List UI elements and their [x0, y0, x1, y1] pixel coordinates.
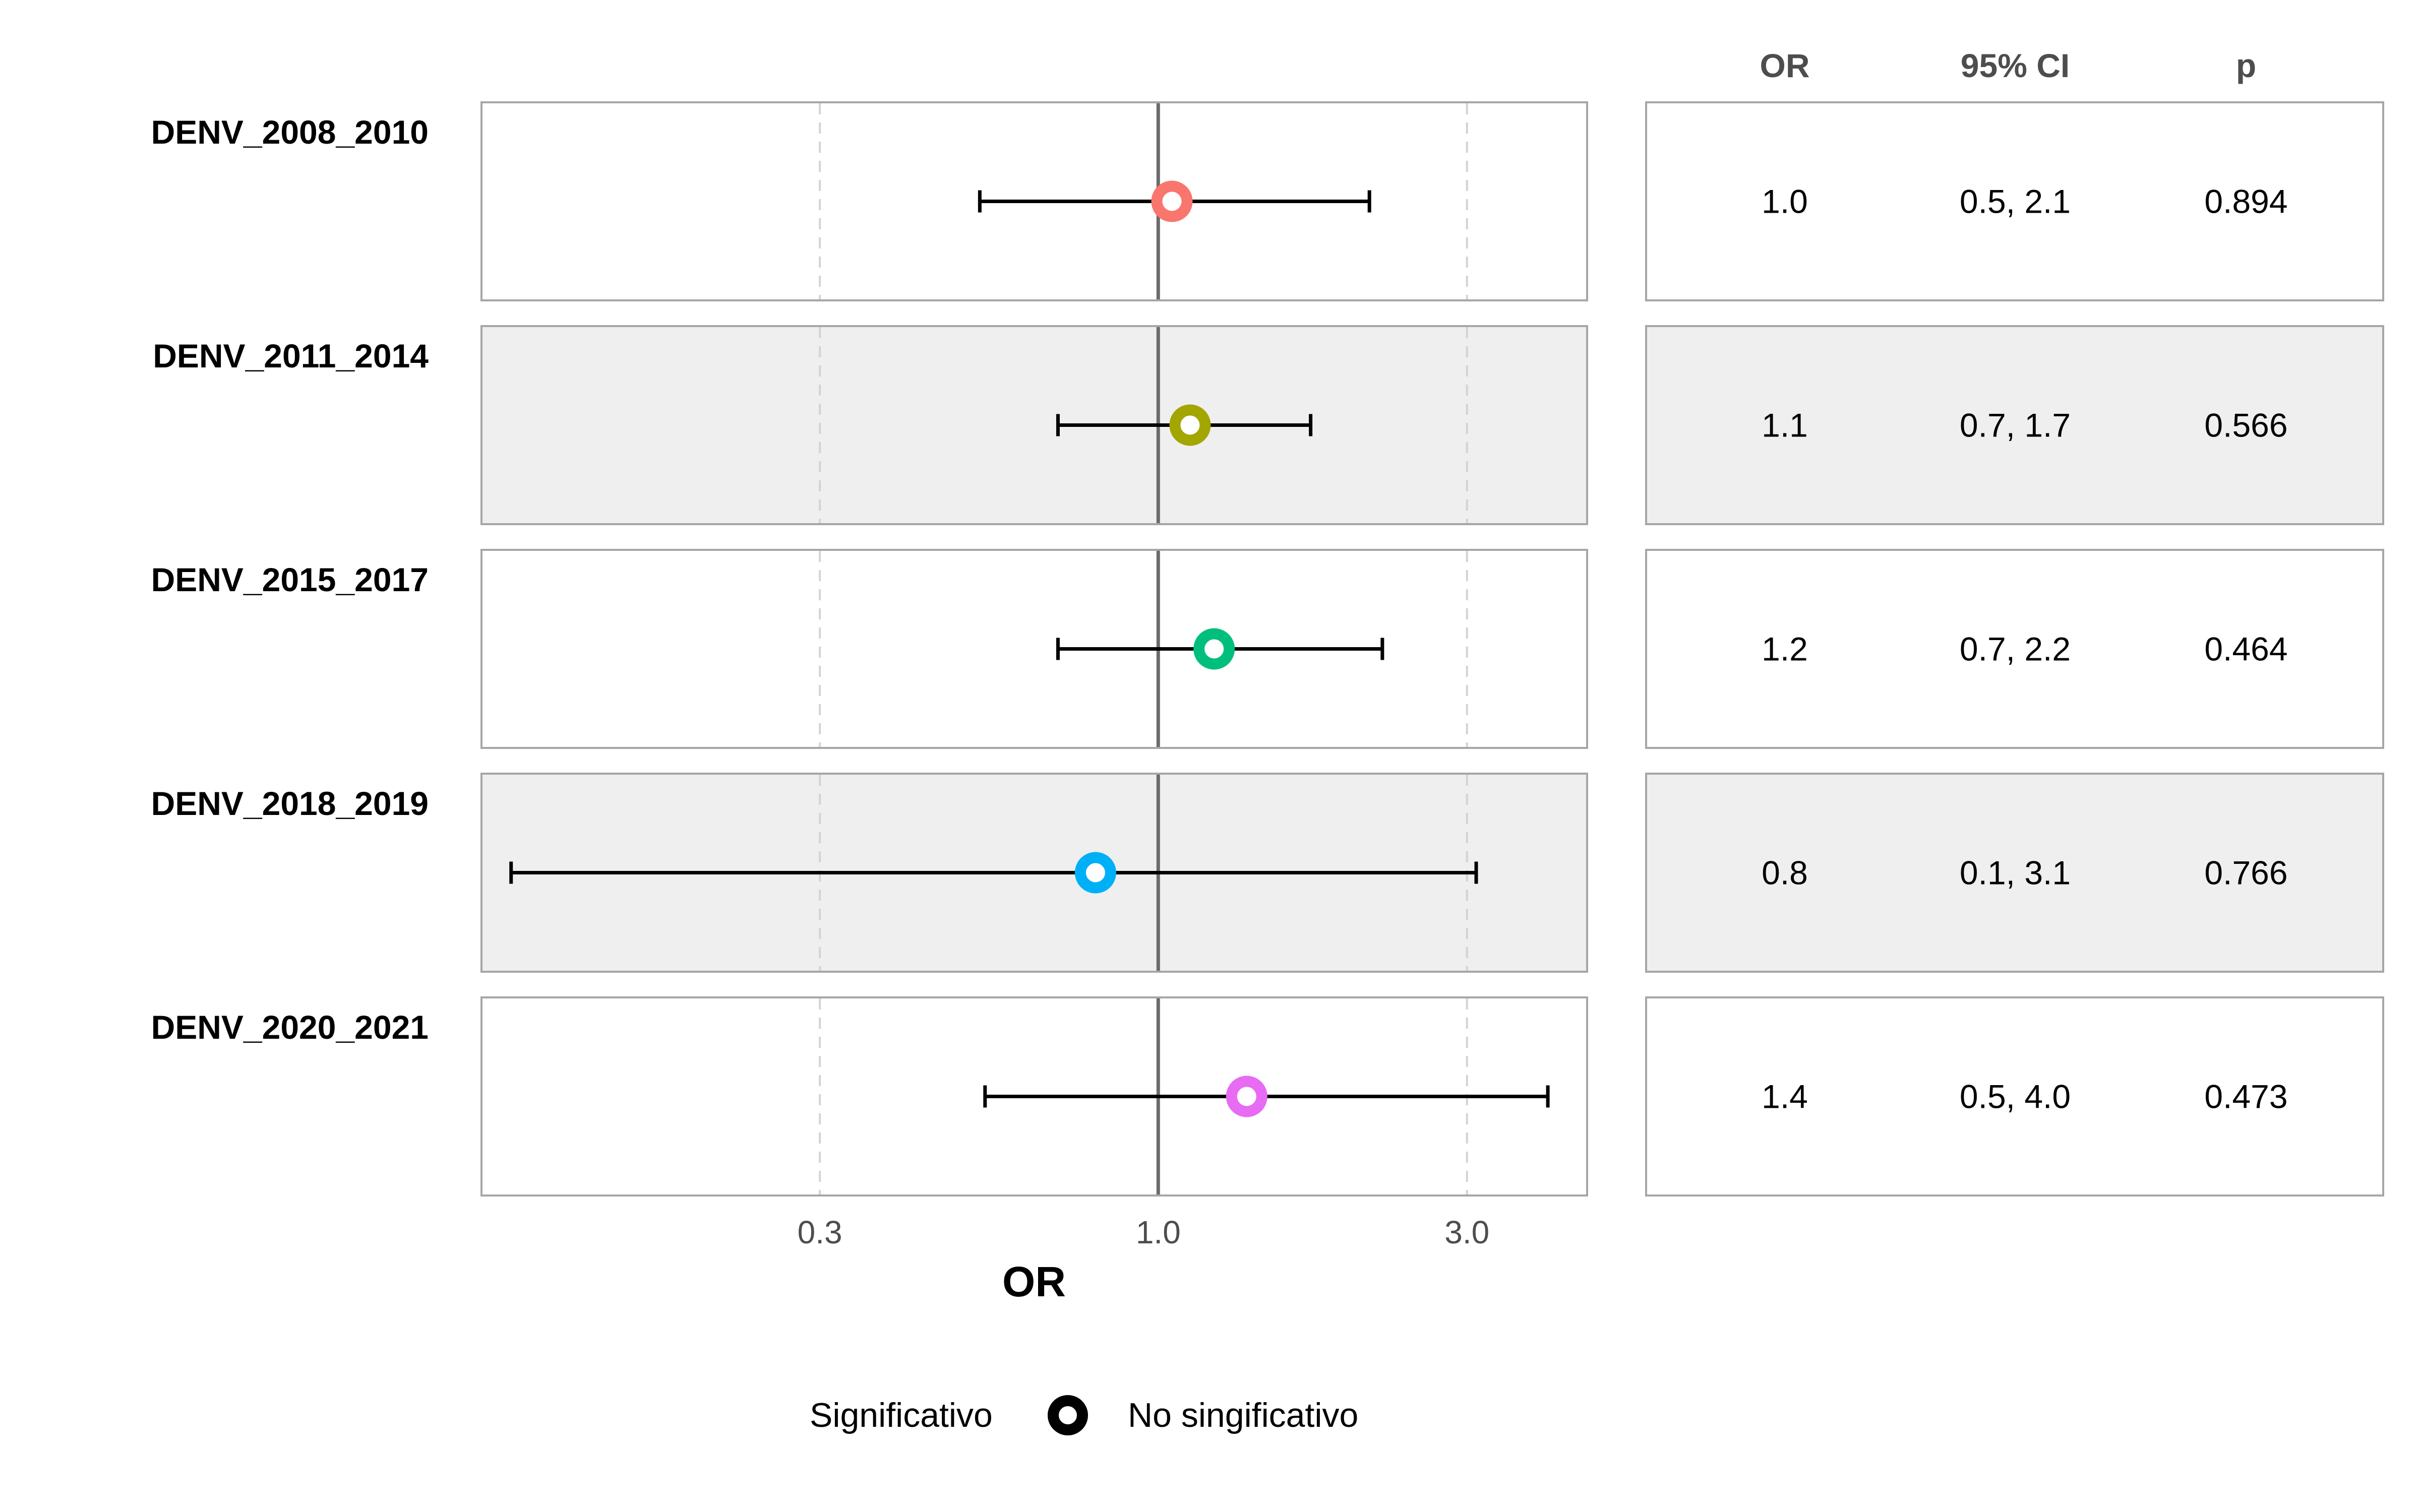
or-point — [1074, 852, 1116, 894]
x-axis-title: OR — [1002, 1258, 1066, 1305]
table-cell-p: 0.566 — [2204, 407, 2287, 444]
table-cell-or: 1.2 — [1762, 631, 1808, 668]
marks-layer — [509, 180, 1550, 1117]
table-cell-or: 0.8 — [1762, 854, 1808, 892]
text-layer: DENV_2008_2010 1.0 0.5, 2.1 0.894 DENV_2011_… — [151, 113, 2288, 1250]
row-label: DENV_2011_2014 — [153, 337, 429, 374]
panel-layer — [480, 101, 2384, 1196]
table-cell-ci: 0.5, 2.1 — [1960, 183, 2071, 220]
or-point — [1169, 404, 1211, 446]
table-header-ci: 95% CI — [1961, 47, 2070, 84]
legend-label: No singificativo — [1128, 1396, 1358, 1434]
x-tick-label: 1.0 — [1136, 1214, 1181, 1250]
table-header-p: p — [2236, 47, 2256, 84]
plot-panel — [480, 325, 1588, 525]
legend: Significativo No singificativo — [810, 1395, 1358, 1435]
table-cell-ci: 0.7, 2.2 — [1960, 631, 2071, 668]
table-cell-p: 0.473 — [2204, 1078, 2287, 1115]
legend-title: Significativo — [810, 1396, 993, 1434]
x-tick-label: 0.3 — [798, 1214, 842, 1250]
table-cell-p: 0.894 — [2204, 183, 2287, 220]
or-point — [1226, 1076, 1267, 1117]
table-panel — [1645, 101, 2384, 301]
table-cell-p: 0.766 — [2204, 854, 2287, 892]
table-header-or: OR — [1760, 47, 1810, 84]
table-cell-ci: 0.7, 1.7 — [1960, 407, 2071, 444]
table-cell-or: 1.0 — [1762, 183, 1808, 220]
table-cell-or: 1.4 — [1762, 1078, 1808, 1115]
or-point — [1193, 628, 1235, 670]
row-label: DENV_2008_2010 — [151, 113, 429, 151]
row-label: DENV_2020_2021 — [151, 1009, 429, 1046]
or-point — [1151, 180, 1193, 222]
row-label: DENV_2018_2019 — [151, 785, 429, 822]
table-cell-p: 0.464 — [2204, 631, 2287, 668]
table-panel — [1645, 773, 2384, 973]
table-panel — [1645, 996, 2384, 1196]
table-cell-ci: 0.1, 3.1 — [1960, 854, 2071, 892]
table-cell-ci: 0.5, 4.0 — [1960, 1078, 2071, 1115]
table-panel — [1645, 549, 2384, 749]
table-header: OR 95% CI p — [1760, 47, 2257, 84]
table-cell-or: 1.1 — [1762, 407, 1808, 444]
table-panel — [1645, 325, 2384, 525]
legend-key-marker — [1048, 1395, 1088, 1435]
plot-panel — [480, 549, 1588, 749]
row-label: DENV_2015_2017 — [151, 561, 429, 598]
x-tick-label: 3.0 — [1444, 1214, 1489, 1250]
